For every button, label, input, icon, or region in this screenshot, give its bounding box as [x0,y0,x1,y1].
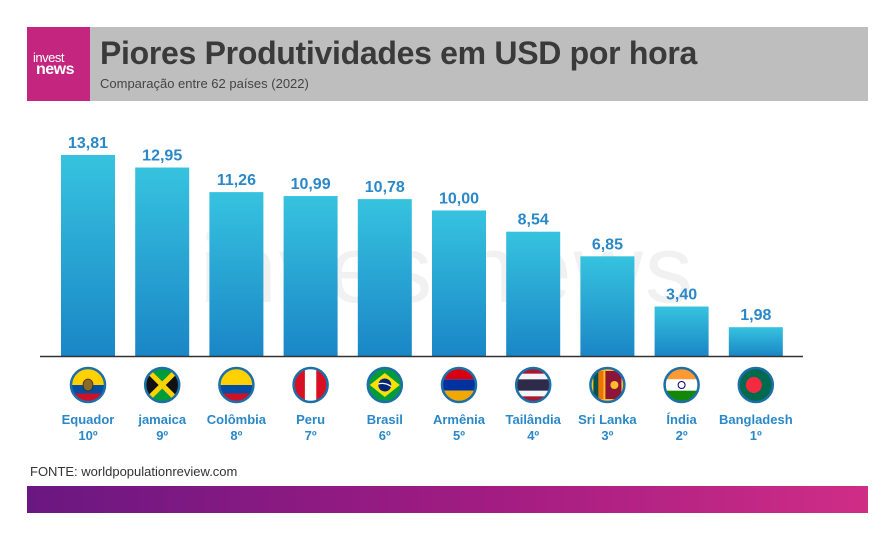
bar-sri-lanka [580,256,635,356]
bar-brazil [357,199,412,356]
bar-bangladesh [728,327,783,356]
bar-jamaica [135,167,190,356]
logo-text-top: invest [33,50,64,65]
footer-gradient-bar [27,486,868,513]
bar-armenia [432,210,486,356]
bar-thailand [506,231,561,356]
rank-label: 8º [230,428,242,443]
header-banner: invest news Piores Produtividades em USD… [27,27,868,101]
country-label: Armênia [433,412,486,427]
brazil-flag-icon [366,366,404,404]
bar-peru [283,196,338,356]
country-label: Peru [296,412,325,427]
bar-ecuador [61,155,115,356]
peru-flag-icon [292,366,329,404]
country-label: jamaica [137,412,186,427]
country-label: Índia [666,412,697,427]
ecuador-flag-icon [69,366,107,404]
value-label: 10,78 [365,179,405,196]
sri-lanka-flag-icon [589,366,626,404]
chart-title: Piores Produtividades em USD por hora [100,35,698,71]
logo-text-bottom: news [36,61,75,78]
rank-label: 1º [750,428,762,443]
india-flag-icon [663,366,700,404]
rank-label: 9º [156,428,168,443]
rank-label: 5º [453,428,465,443]
chart-subtitle: Comparação entre 62 países (2022) [100,76,309,91]
value-label: 13,81 [68,135,108,152]
colombia-flag-icon [218,366,255,404]
country-label: Bangladesh [719,412,793,427]
value-label: 6,85 [592,236,623,253]
value-label: 10,00 [439,190,479,207]
armenia-flag-icon [440,366,478,404]
country-label: Sri Lanka [578,412,637,427]
bar-india [654,306,709,356]
country-label: Brasil [367,412,403,427]
value-label: 11,26 [217,172,256,189]
investnews-logo: invest news [27,27,90,101]
country-label: Equador [62,412,115,427]
rank-label: 4º [527,428,539,443]
value-label: 12,95 [142,148,182,165]
value-label: 1,98 [740,307,771,324]
jamaica-flag-icon [143,366,181,404]
value-label: 10,99 [291,176,331,193]
rank-label: 6º [379,428,391,443]
rank-label: 3º [601,428,613,443]
country-label: Colômbia [207,412,267,427]
rank-label: 2º [676,428,688,443]
country-label: Tailândia [506,412,562,427]
rank-label: 7º [305,428,317,443]
source-note: FONTE: worldpopulationreview.com [30,464,238,479]
rank-label: 10º [78,428,97,443]
bangladesh-flag-icon [737,366,775,404]
thailand-flag-icon [514,366,552,404]
bar-colombia [209,192,264,356]
value-label: 8,54 [518,212,549,229]
value-label: 3,40 [666,287,697,304]
